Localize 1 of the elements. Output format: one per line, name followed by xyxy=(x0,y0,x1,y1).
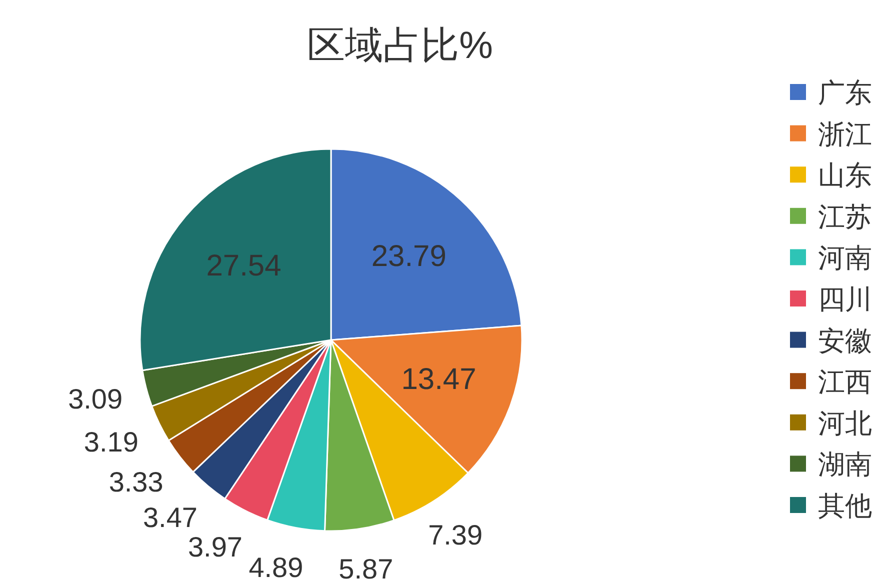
title: 区域占比% xyxy=(307,25,493,67)
